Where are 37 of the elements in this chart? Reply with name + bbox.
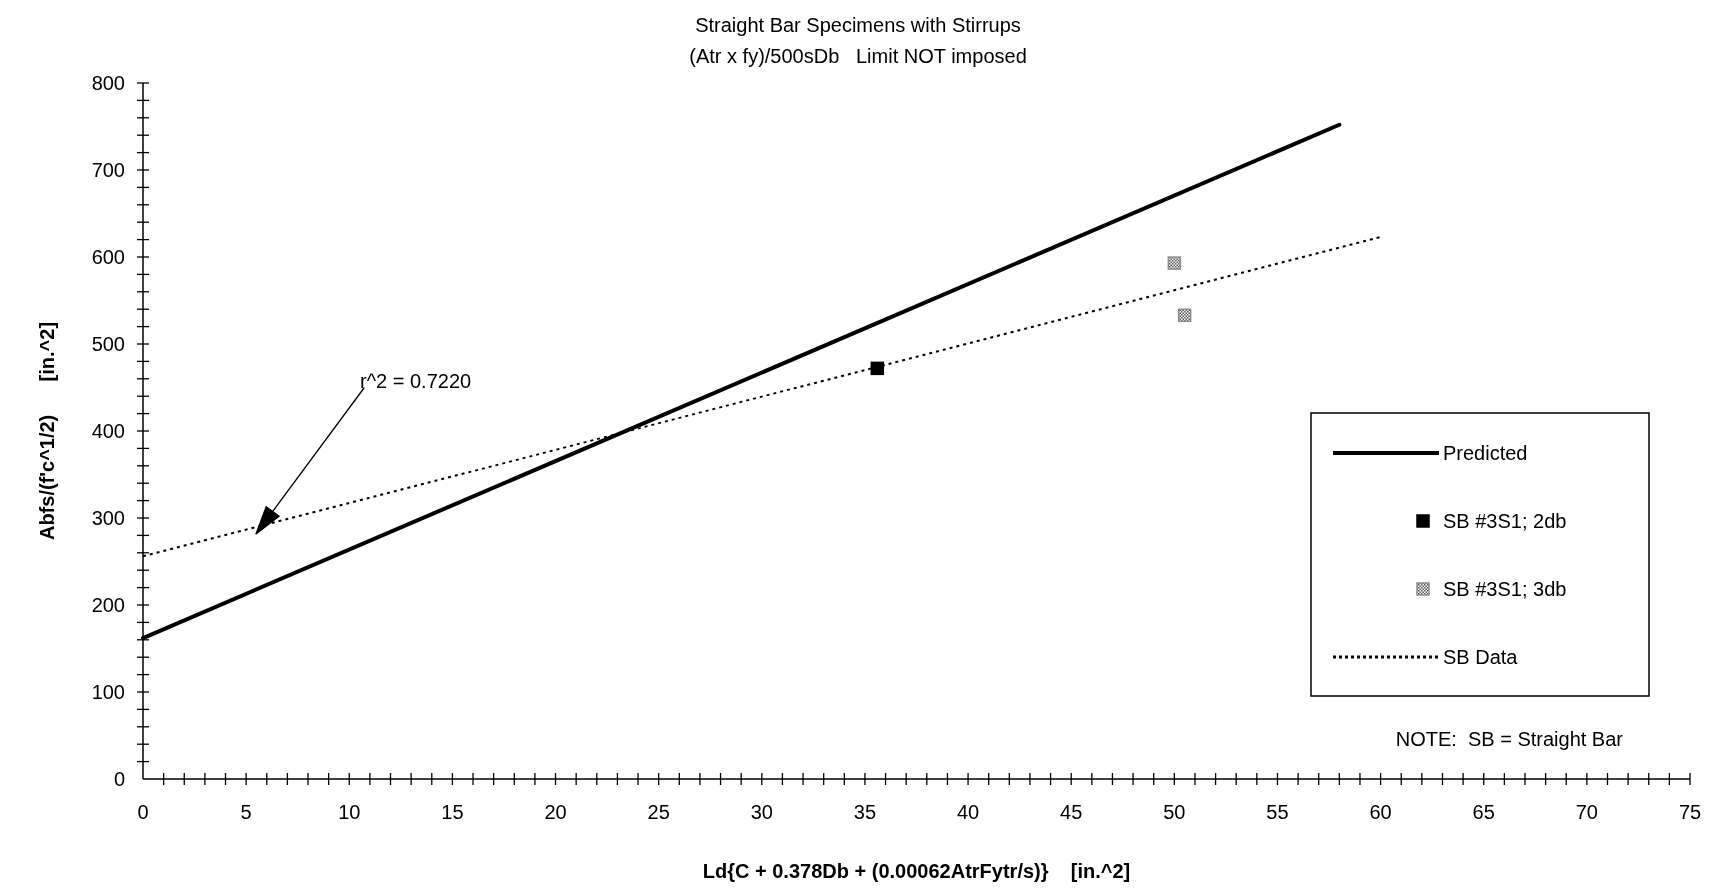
x-tick-label: 70	[1575, 801, 1598, 823]
y-tick-label: 600	[91, 246, 125, 268]
x-tick-label: 15	[441, 801, 464, 823]
legend-label: SB #3S1; 2db	[1443, 510, 1567, 532]
chart-title: Straight Bar Specimens with Stirrups	[695, 14, 1021, 36]
y-tick-label: 800	[91, 72, 125, 94]
x-tick-label: 60	[1369, 801, 1392, 823]
point	[1177, 308, 1192, 323]
point	[1167, 256, 1182, 270]
y-tick-label: 300	[91, 507, 125, 529]
x-tick-label: 10	[338, 801, 361, 823]
x-tick-label: 20	[544, 801, 567, 823]
legend-label: SB Data	[1443, 646, 1519, 668]
x-tick-label: 75	[1678, 801, 1702, 823]
text: Predicted	[1443, 442, 1528, 464]
x-axis-title: Ld{C + 0.378Db + (0.00062AtrFytr/s)} [in.^2]	[702, 860, 1131, 882]
x-tick-label: 45	[1060, 801, 1083, 823]
chart-subtitle: (Atr x fy)/500sDb Limit NOT imposed	[689, 45, 1027, 67]
annotation: r^2 = 0.7220	[360, 370, 472, 392]
x-tick-label: 40	[956, 801, 980, 823]
y-tick-label: 0	[113, 768, 125, 790]
x-tick-label: 5	[240, 801, 252, 823]
x-tick-label: 0	[137, 801, 149, 823]
x-tick-label: 55	[1266, 801, 1289, 823]
x-tick-label: 50	[1163, 801, 1186, 823]
x-tick-label: 65	[1472, 801, 1495, 823]
y-axis-title: Abfs/(f'c^1/2) [in.^2]	[36, 321, 58, 541]
x-tick-label: 25	[647, 801, 670, 823]
y-tick-label: 200	[91, 594, 125, 616]
y-tick-label: 400	[91, 420, 125, 442]
x-tick-label: 35	[853, 801, 877, 823]
y-tick-label: 500	[91, 333, 125, 355]
y-tick-label: 700	[91, 159, 125, 181]
x-tick-label: 30	[750, 801, 773, 823]
legend-label: SB #3S1; 3db	[1443, 578, 1567, 600]
annotation: NOTE: SB = Straight Bar	[1395, 728, 1624, 750]
y-tick-label: 100	[91, 681, 125, 703]
